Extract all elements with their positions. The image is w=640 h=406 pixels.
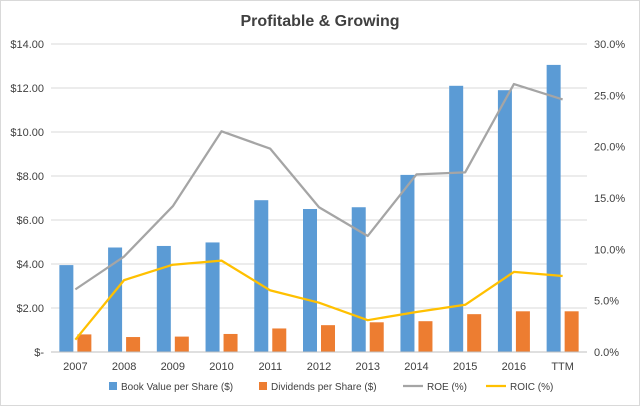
bar-book-value: [400, 174, 415, 352]
bar-series: [59, 64, 579, 353]
right-axis-tick-label: 25.0%: [594, 90, 625, 102]
bar-dividends: [321, 325, 335, 352]
legend: Book Value per Share ($) Dividends per Sh…: [109, 382, 553, 393]
gridlines: [51, 43, 587, 353]
bar-dividends: [515, 311, 530, 352]
x-axis-tick-label: 2010: [209, 361, 233, 373]
left-axis-tick-label: $6.00: [16, 215, 44, 227]
right-axis-tick-label: 0.0%: [594, 347, 619, 359]
legend-swatch: [259, 382, 267, 390]
left-axis-tick-label: $14.00: [10, 39, 44, 51]
bar-dividends: [77, 334, 92, 352]
bar-dividends: [418, 321, 433, 352]
x-axis-tick-label: 2009: [161, 361, 185, 373]
x-axis-tick-label: TTM: [551, 361, 574, 373]
bar-dividends: [223, 333, 238, 352]
right-axis-tick-label: 15.0%: [594, 193, 625, 205]
x-axis-tick-label: 2016: [502, 361, 526, 373]
bar-book-value: [59, 265, 74, 352]
bar-book-value: [546, 64, 561, 353]
left-axis-tick-label: $10.00: [10, 127, 44, 139]
bar-dividends: [564, 311, 579, 352]
x-axis-tick-label: 2008: [112, 361, 136, 373]
bar-dividends: [174, 336, 189, 352]
bar-book-value: [303, 209, 317, 352]
right-axis-tick-label: 5.0%: [594, 296, 619, 308]
bar-dividends: [369, 322, 384, 352]
x-axis-tick-label: 2007: [63, 361, 87, 373]
roic-line: [74, 259, 563, 341]
bar-book-value: [449, 85, 464, 353]
bar-dividends: [467, 314, 482, 352]
bar-book-value: [254, 200, 269, 352]
right-axis-tick-label: 10.0%: [594, 244, 625, 256]
legend-label: Book Value per Share ($): [121, 382, 233, 393]
x-axis-tick-label: 2013: [355, 361, 379, 373]
legend-label: ROE (%): [427, 382, 467, 393]
left-axis-tick-label: $12.00: [10, 83, 44, 95]
x-axis-tick-label: 2015: [453, 361, 477, 373]
left-y-axis: $- $2.00 $4.00 $6.00 $8.00 $10.00 $12.00 $14.00: [10, 39, 44, 359]
right-axis-tick-label: 30.0%: [594, 39, 625, 51]
left-axis-tick-label: $-: [34, 347, 44, 359]
legend-label: ROIC (%): [510, 382, 553, 393]
line-series: [74, 82, 563, 341]
bar-book-value: [108, 247, 123, 352]
x-axis-tick-label: 2011: [258, 361, 282, 373]
x-axis-tick-label: 2014: [404, 361, 428, 373]
left-axis-tick-label: $2.00: [16, 303, 44, 315]
bar-book-value: [156, 245, 171, 352]
bar-book-value: [205, 242, 220, 352]
left-axis-tick-label: $8.00: [16, 171, 44, 183]
roe-line: [74, 82, 563, 291]
bar-book-value: [497, 90, 512, 352]
chart-title: Profitable & Growing: [240, 13, 399, 30]
right-y-axis: 0.0% 5.0% 10.0% 15.0% 20.0% 25.0% 30.0%: [594, 39, 625, 359]
x-axis: 2007 2008 2009 2010 2011 2012 2013 2014 2015 2016…: [51, 351, 587, 373]
legend-swatch: [109, 382, 117, 390]
legend-label: Dividends per Share ($): [271, 382, 377, 393]
bar-dividends: [126, 337, 141, 352]
x-axis-tick-label: 2012: [307, 361, 331, 373]
left-axis-tick-label: $4.00: [16, 259, 44, 271]
bar-dividends: [272, 328, 287, 352]
right-axis-tick-label: 20.0%: [594, 142, 625, 154]
